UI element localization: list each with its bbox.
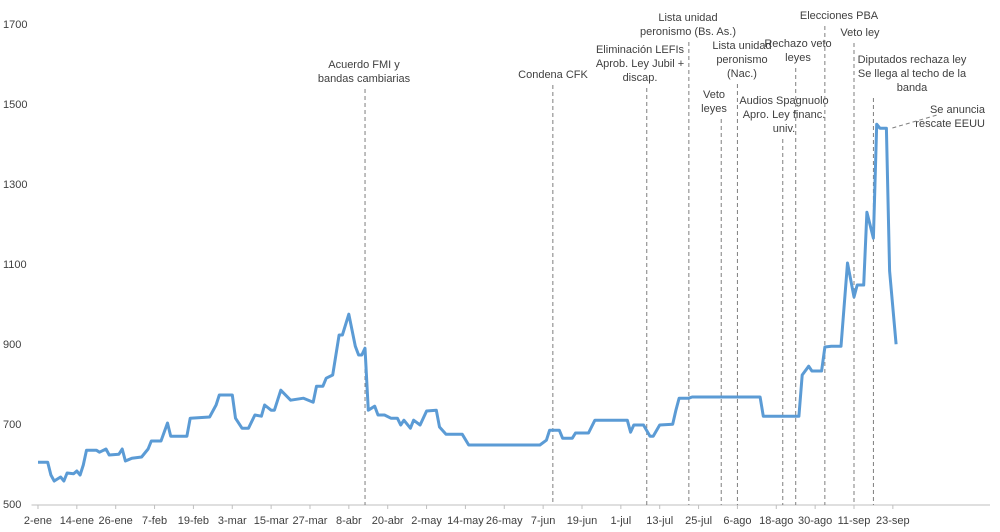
y-tick-label: 1500 [3, 99, 27, 111]
y-tick-label: 900 [3, 339, 21, 351]
x-tick-label: 13-jul [646, 515, 673, 527]
annotation-text: Elecciones PBA [800, 10, 879, 22]
x-tick-label: 3-mar [218, 515, 247, 527]
data-line [38, 122, 898, 483]
annotation-text: banda [897, 82, 928, 94]
annotation-text: leyes [785, 52, 811, 64]
annotation-text: Veto ley [840, 27, 880, 39]
annotation-text: univ. [773, 123, 795, 135]
annotation-text: Lista unidad [658, 12, 717, 24]
annotation-text: Apro. Ley financ. [743, 109, 826, 121]
annotation-text: peronismo [716, 54, 767, 66]
x-tick-label: 27-mar [293, 515, 328, 527]
annotation-text: Eliminación LEFIs [596, 44, 685, 56]
x-tick-label: 14-may [447, 515, 484, 527]
x-tick-label: 23-sep [876, 515, 910, 527]
annotation-text: Se llega al techo de la [858, 68, 967, 80]
x-tick-label: 26-ene [99, 515, 133, 527]
x-tick-label: 8-abr [336, 515, 362, 527]
annotation-text: Acuerdo FMI y [328, 59, 400, 71]
y-tick-label: 1700 [3, 19, 27, 31]
x-tick-label: 2-may [411, 515, 442, 527]
x-tick-label: 30-ago [798, 515, 832, 527]
x-tick-label: 7-feb [142, 515, 167, 527]
x-tick-label: 6-ago [723, 515, 751, 527]
y-tick-label: 700 [3, 419, 21, 431]
x-tick-label: 25-jul [685, 515, 712, 527]
y-tick-label: 1300 [3, 179, 27, 191]
annotation-text: (Nac.) [727, 68, 757, 80]
annotation-text: Veto [703, 89, 725, 101]
x-tick-label: 15-mar [254, 515, 289, 527]
annotation-text: Se anuncia [930, 104, 986, 116]
x-tick-label: 19-feb [178, 515, 209, 527]
y-tick-label: 500 [3, 499, 21, 511]
annotation-text: peronismo (Bs. As.) [640, 26, 736, 38]
annotation-text: Diputados rechaza ley [858, 54, 967, 66]
y-tick-label: 1100 [3, 259, 27, 271]
annotation-text: Aprob. Ley Jubil + [596, 58, 684, 70]
x-tick-label: 26-may [486, 515, 523, 527]
x-tick-label: 7-jun [531, 515, 555, 527]
x-tick-label: 20-abr [372, 515, 404, 527]
x-tick-label: 18-ago [759, 515, 793, 527]
annotation-text: rescate EEUU [915, 118, 985, 130]
x-tick-label: 2-ene [24, 515, 52, 527]
x-tick-label: 19-jun [567, 515, 598, 527]
annotation-text: leyes [701, 103, 727, 115]
annotation-leader [892, 114, 938, 129]
annotation-text: Condena CFK [518, 69, 588, 81]
x-tick-label: 11-sep [838, 515, 871, 527]
annotation-text: Lista unidad [712, 40, 771, 52]
x-tick-label: 1-jul [610, 515, 631, 527]
annotation-text: discap. [623, 72, 658, 84]
x-tick-label: 14-ene [60, 515, 94, 527]
annotation-text: Rechazo veto [764, 38, 831, 50]
annotation-text: bandas cambiarias [318, 73, 411, 85]
annotation-text: Audios Spagnuolo [739, 95, 828, 107]
